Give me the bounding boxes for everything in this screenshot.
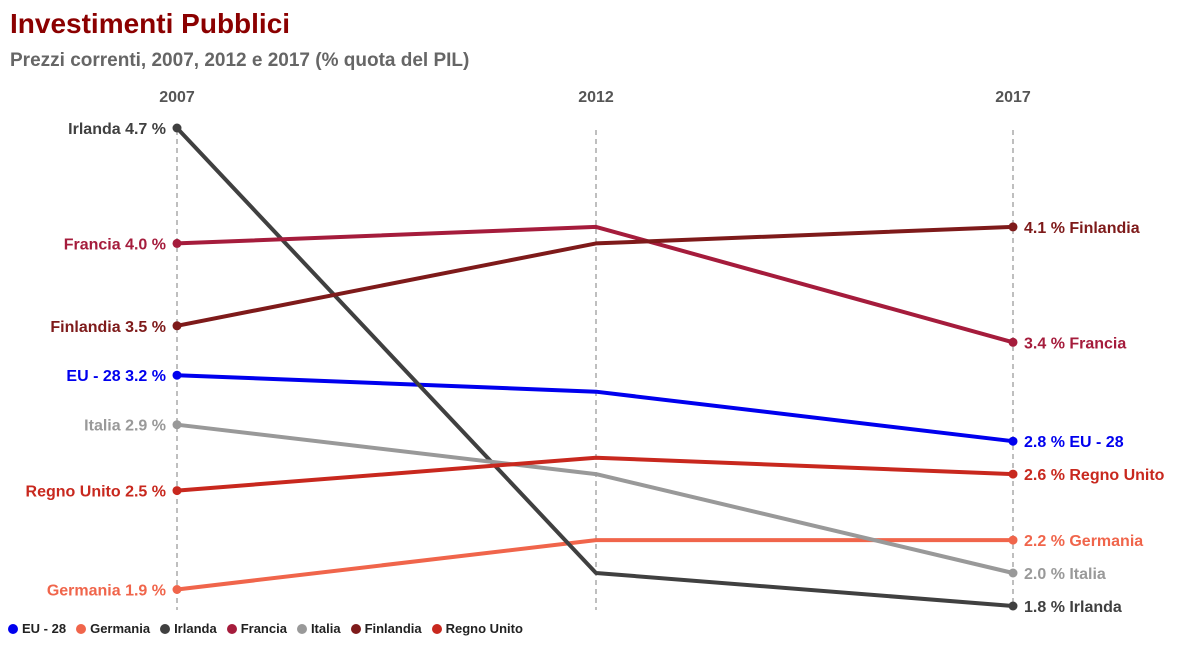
legend-swatch [296, 623, 307, 634]
series-line-francia [176, 224, 1014, 345]
series-line-finlandia [176, 224, 1014, 328]
legend-swatch [160, 623, 171, 634]
legend-item[interactable]: EU - 28 [8, 621, 66, 636]
data-point [1008, 535, 1018, 545]
data-point [1008, 601, 1018, 611]
legend-item[interactable]: Irlanda [160, 621, 217, 636]
legend-item[interactable]: Germania [76, 621, 150, 636]
end-label: 3.4 % Francia [1024, 335, 1126, 352]
data-point [172, 420, 182, 430]
end-label: 1.8 % Irlanda [1024, 599, 1122, 616]
x-tick-label: 2017 [995, 89, 1031, 106]
legend-swatch [226, 623, 237, 634]
legend-label: Germania [90, 621, 151, 636]
x-axis: 2007 2012 2017 [159, 89, 1031, 106]
legend-label: EU - 28 [22, 621, 67, 636]
legend-swatch [431, 623, 442, 634]
data-point [1008, 436, 1018, 446]
data-point [172, 321, 182, 331]
x-tick-label: 2007 [159, 89, 195, 106]
start-label: Germania 1.9 % [47, 583, 166, 600]
x-tick-label: 2012 [578, 89, 614, 106]
start-label: Italia 2.9 % [84, 418, 166, 435]
legend-label: Regno Unito [445, 621, 523, 636]
series-line-regno-unito [176, 455, 1014, 493]
start-label: Francia 4.0 % [64, 236, 166, 253]
chart-title: Investimenti Pubblici [10, 8, 291, 39]
legend-label: Francia [240, 621, 287, 636]
end-label: 2.0 % Italia [1024, 566, 1106, 583]
data-point [1008, 337, 1018, 347]
series-line-germania [176, 538, 1013, 592]
end-label: 2.2 % Germania [1024, 533, 1143, 550]
start-label: EU - 28 3.2 % [66, 368, 166, 385]
data-point [172, 585, 182, 594]
legend-item[interactable]: Finlandia [350, 621, 422, 636]
legend-swatch [76, 623, 87, 634]
series-labels: EU - 28 3.2 % 2.8 % EU - 28 Germania 1.9 %… [26, 121, 1165, 616]
legend-label: Irlanda [174, 621, 217, 636]
series-line-eu---28 [176, 373, 1014, 444]
legend-item[interactable]: Regno Unito [431, 621, 523, 636]
legend-label: Finlandia [364, 621, 422, 636]
series-lines [175, 126, 1014, 608]
data-point [172, 123, 182, 133]
start-label: Irlanda 4.7 % [68, 121, 166, 138]
series-points [172, 123, 1018, 611]
data-point [172, 238, 182, 248]
data-point [172, 370, 182, 380]
legend: EU - 28 Germania Irlanda Francia Italia Finla… [8, 621, 523, 636]
legend-swatch [350, 623, 361, 634]
series-line-irlanda [175, 126, 1014, 608]
grid-layer [176, 130, 1014, 610]
end-label: 2.8 % EU - 28 [1024, 434, 1124, 451]
legend-item[interactable]: Italia [296, 621, 341, 636]
legend-swatch [8, 623, 18, 634]
end-label: 4.1 % Finlandia [1024, 220, 1140, 237]
chart-subtitle: Prezzi correnti, 2007, 2012 e 2017 (% qu… [10, 50, 470, 71]
series-line-italia [176, 422, 1014, 575]
legend-label: Italia [310, 621, 341, 636]
start-label: Finlandia 3.5 % [50, 319, 166, 336]
data-point [1008, 469, 1018, 479]
data-point [172, 486, 182, 496]
end-label: 2.6 % Regno Unito [1024, 467, 1165, 484]
data-point [1008, 222, 1018, 232]
start-label: Regno Unito 2.5 % [26, 484, 166, 501]
data-point [1008, 568, 1018, 578]
legend-item[interactable]: Francia [226, 621, 287, 636]
